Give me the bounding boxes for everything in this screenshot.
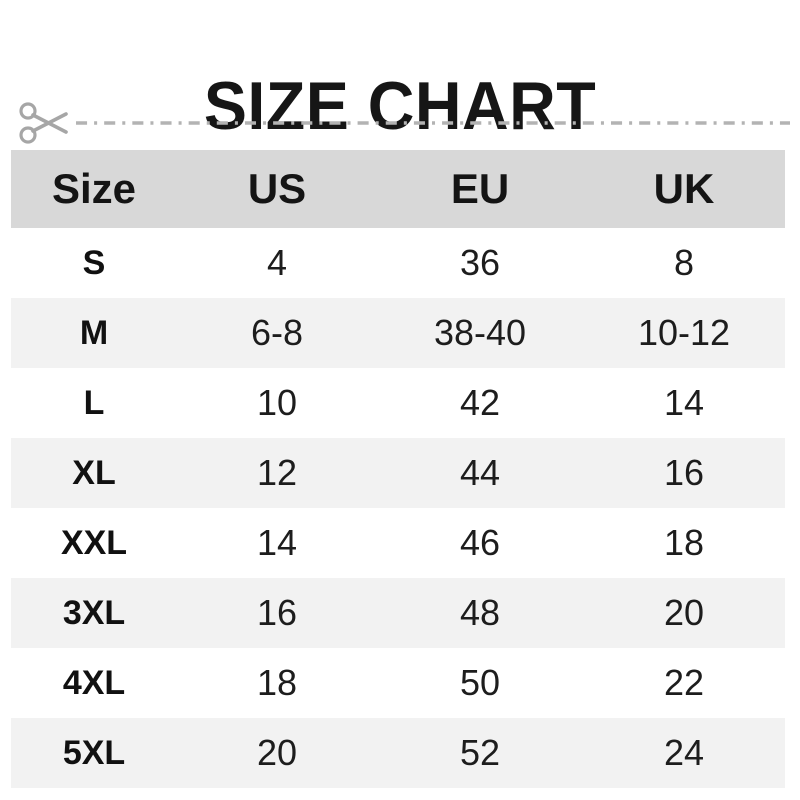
- table-row: XXL 14 46 18: [11, 508, 785, 578]
- header-eu: EU: [450, 165, 510, 212]
- table-row: 3XL 16 48 20: [11, 578, 785, 648]
- eu-cell: 50: [459, 662, 501, 703]
- us-cell: 4: [266, 242, 288, 283]
- size-cell: M: [79, 314, 109, 352]
- us-cell: 12: [256, 452, 298, 493]
- eu-cell: 44: [459, 452, 501, 493]
- eu-cell: 42: [459, 382, 501, 423]
- eu-cell: 36: [459, 242, 501, 283]
- us-cell: 18: [256, 662, 298, 703]
- uk-cell: 8: [673, 242, 695, 283]
- us-cell: 10: [256, 382, 298, 423]
- table-row: M 6-8 38-40 10-12: [11, 298, 785, 368]
- dash-dot-line: [76, 121, 790, 125]
- size-cell: XXL: [60, 524, 128, 562]
- header-uk: UK: [653, 165, 715, 212]
- size-cell: 3XL: [62, 594, 126, 632]
- table-body: S 4 36 8 M 6-8 38-40 10-12 L 10 42 14 XL…: [11, 228, 785, 788]
- size-cell: S: [82, 244, 106, 282]
- table-row: S 4 36 8: [11, 228, 785, 298]
- page-title: SIZE CHART: [203, 67, 597, 144]
- table-row: 4XL 18 50 22: [11, 648, 785, 718]
- us-cell: 16: [256, 592, 298, 633]
- uk-cell: 24: [663, 732, 705, 773]
- header-us: US: [247, 165, 307, 212]
- uk-cell: 18: [663, 522, 705, 563]
- cut-line: [18, 98, 790, 148]
- table-header-row: Size US EU UK: [11, 150, 785, 228]
- uk-cell: 10-12: [637, 312, 731, 353]
- table-row: 5XL 20 52 24: [11, 718, 785, 788]
- us-cell: 14: [256, 522, 298, 563]
- us-cell: 20: [256, 732, 298, 773]
- us-cell: 6-8: [250, 312, 304, 353]
- eu-cell: 48: [459, 592, 501, 633]
- size-cell: 4XL: [62, 664, 126, 702]
- eu-cell: 46: [459, 522, 501, 563]
- header-size: Size: [51, 165, 137, 212]
- size-cell: XL: [72, 454, 116, 492]
- table-row: XL 12 44 16: [11, 438, 785, 508]
- eu-cell: 38-40: [433, 312, 527, 353]
- size-cell: 5XL: [62, 734, 126, 772]
- size-chart-table: Size US EU UK S 4 36 8 M 6-8 38-40 10-12…: [11, 150, 785, 788]
- uk-cell: 20: [663, 592, 705, 633]
- uk-cell: 14: [663, 382, 705, 423]
- size-cell: L: [83, 384, 105, 422]
- eu-cell: 52: [459, 732, 501, 773]
- table-row: L 10 42 14: [11, 368, 785, 438]
- uk-cell: 16: [663, 452, 705, 493]
- uk-cell: 22: [663, 662, 705, 703]
- scissors-icon: [19, 102, 68, 144]
